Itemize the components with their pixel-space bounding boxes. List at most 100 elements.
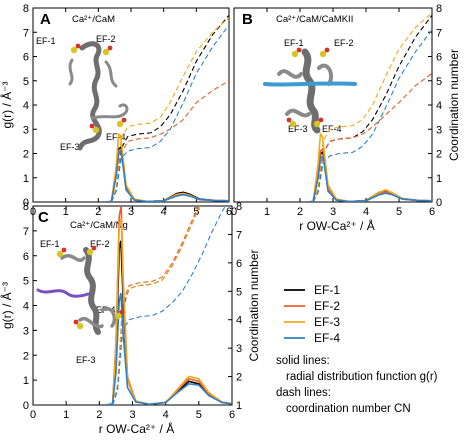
rdf-line-ef-3	[105, 218, 232, 405]
ef-site-label: EF-4	[106, 132, 126, 142]
y2-tick-label: 7	[236, 229, 242, 241]
x-tick-label: 0	[231, 206, 237, 218]
legend-label-ef-2: EF-2	[314, 299, 340, 313]
y-tick-label: 5	[23, 276, 29, 288]
y-tick-label: 8	[23, 3, 29, 15]
y2-tick-label: 5	[436, 76, 442, 88]
plot-frame	[233, 7, 433, 203]
cn-line-ef-3	[312, 12, 432, 202]
x-tick-label: 6	[229, 409, 235, 421]
legend-solid-text: radial distribution function g(r)	[286, 371, 438, 383]
x-tick-label: 1	[63, 206, 69, 218]
x-tick-label: 3	[129, 409, 135, 421]
y2-axis-label: Coordination number	[447, 49, 461, 161]
y2-tick-label: 1	[436, 173, 442, 185]
cn-line-ef-4	[112, 206, 227, 405]
x-tick-label: 2	[297, 206, 303, 218]
y-tick-label: 0	[23, 400, 29, 412]
legend-dash-text: coordination number CN	[286, 403, 411, 415]
rdf-line-ef-4	[105, 292, 232, 405]
x-tick-label: 3	[128, 206, 134, 218]
plot-frame	[32, 205, 233, 406]
ef-site-label: EF-1	[284, 38, 304, 48]
y-tick-label: 5	[23, 76, 29, 88]
x-tick-label: 4	[163, 409, 169, 421]
cn-line-ef-4	[110, 24, 229, 202]
x-tick-label: 4	[161, 206, 167, 218]
y2-tick-label: 4	[436, 100, 442, 112]
y2-tick-label: 5	[236, 286, 242, 298]
protein-structure-b	[263, 47, 357, 134]
y-tick-label: 7	[23, 27, 29, 39]
cn-line-ef-4	[312, 29, 432, 202]
y-axis-label: g(r) / Å⁻³	[0, 81, 14, 128]
x-tick-label: 2	[96, 409, 102, 421]
legend-label-ef-4: EF-4	[314, 331, 340, 345]
ef-site-label: EF-3	[60, 142, 80, 152]
x-tick-label: 0	[30, 409, 36, 421]
x-tick-label: 1	[264, 206, 270, 218]
x-tick-label: 4	[363, 206, 369, 218]
panel-letter: B	[242, 11, 253, 28]
plot-frame	[32, 7, 230, 203]
panel-title: Ca²⁺/CaM	[72, 14, 115, 25]
legend-dash-header: dash lines:	[276, 387, 331, 399]
series-group	[306, 12, 432, 202]
y-tick-label: 8	[23, 201, 29, 213]
cn-line-ef-1	[312, 14, 432, 202]
y2-tick-label: 0	[436, 197, 442, 209]
panel-title: Ca²⁺/CaM/CaMKII	[276, 14, 353, 25]
panel-letter: C	[38, 209, 49, 226]
legend: EF-1 EF-2 EF-3 EF-4 solid lines: radial …	[276, 283, 438, 415]
cn-line-ef-2	[110, 80, 229, 202]
y-tick-label: 6	[23, 251, 29, 263]
y2-tick-label: 4	[236, 315, 242, 327]
y-tick-label: 0	[23, 197, 29, 209]
cn-line-ef-3	[110, 17, 229, 202]
legend-label-ef-3: EF-3	[314, 315, 340, 329]
ef-site-label: EF-4	[322, 124, 342, 134]
x-tick-label: 2	[95, 206, 101, 218]
x-tick-label: 1	[63, 409, 69, 421]
rdf-line-ef-4	[104, 149, 229, 202]
y-tick-label: 2	[23, 149, 29, 161]
cn-line-ef-3	[112, 206, 201, 405]
x-tick-label: 6	[226, 206, 232, 218]
y-tick-label: 2	[23, 350, 29, 362]
ef-site-label: EF-2	[90, 239, 110, 249]
y2-tick-label: 6	[436, 52, 442, 64]
x-tick-label: 5	[196, 409, 202, 421]
y2-axis-label: Coordination number	[247, 249, 261, 361]
panel-letter: A	[40, 11, 51, 28]
x-tick-label: 3	[330, 206, 336, 218]
x-tick-label: 6	[429, 206, 435, 218]
y2-tick-label: 2	[436, 149, 442, 161]
protein-structure-c	[36, 245, 125, 335]
cn-line-ef-1	[110, 14, 229, 202]
x-axis-label: r OW-Ca²⁺ / Å	[99, 421, 174, 436]
y2-tick-label: 6	[236, 258, 242, 270]
y-tick-label: 1	[23, 173, 29, 185]
y-tick-label: 4	[23, 100, 29, 112]
x-tick-label: 5	[193, 206, 199, 218]
protein-structure-a	[68, 41, 129, 151]
x-tick-label: 5	[396, 206, 402, 218]
y2-tick-label: 3	[236, 343, 242, 355]
y-tick-label: 3	[23, 325, 29, 337]
y2-tick-label: 8	[236, 201, 242, 213]
y-tick-label: 3	[23, 124, 29, 136]
y-tick-label: 4	[23, 301, 29, 313]
legend-solid-header: solid lines:	[276, 355, 330, 367]
panel-title: Ca²⁺/CaM/Ng	[70, 220, 128, 231]
cn-line-ef-2	[312, 73, 432, 202]
x-axis-label: r OW-Ca²⁺ / Å	[299, 218, 374, 233]
y2-tick-label: 7	[436, 27, 442, 39]
ef-site-label: EF-2	[334, 38, 354, 48]
ef-site-label: EF-3	[288, 124, 308, 134]
series-group	[105, 206, 232, 405]
legend-label-ef-1: EF-1	[314, 283, 340, 297]
